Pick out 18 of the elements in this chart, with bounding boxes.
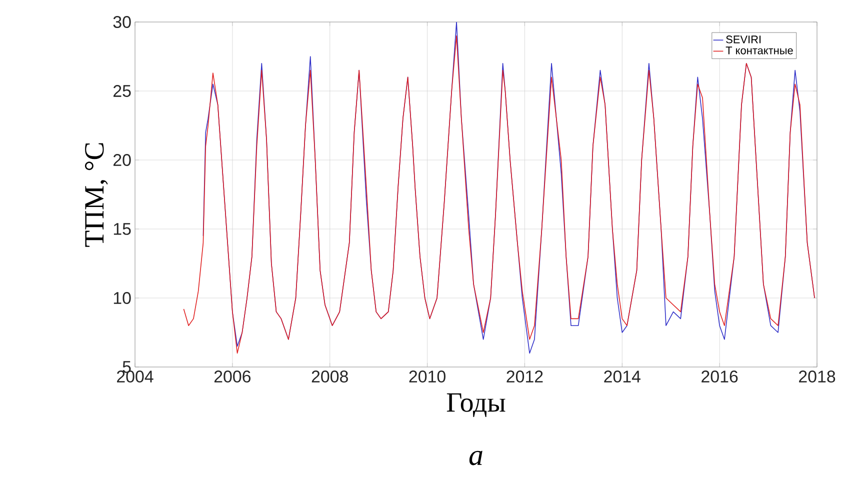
y-tick-label: 25 <box>114 85 131 97</box>
text: а <box>469 450 482 466</box>
legend-label: Т контактные <box>726 46 793 54</box>
legend-label: SEVIRI <box>726 36 761 44</box>
x-tick-label: 2018 <box>799 370 836 383</box>
x-tick-label: 2006 <box>214 370 251 383</box>
x-tick-label: 2012 <box>506 370 543 383</box>
x-tick-label: 2008 <box>312 370 348 383</box>
y-tick-label: 15 <box>114 223 131 235</box>
x-tick-label: 2004 <box>117 370 154 383</box>
x-tick-label: 2010 <box>409 370 446 383</box>
x-tick-label: 2016 <box>702 370 738 383</box>
y-axis-title: ТПМ, °C <box>84 143 108 247</box>
x-axis-title: Годы <box>446 393 506 418</box>
y-tick-label: 10 <box>114 292 131 304</box>
y-tick-label: 20 <box>114 154 131 166</box>
y-tick-label: 30 <box>113 16 131 28</box>
x-tick-label: 2014 <box>604 370 640 383</box>
